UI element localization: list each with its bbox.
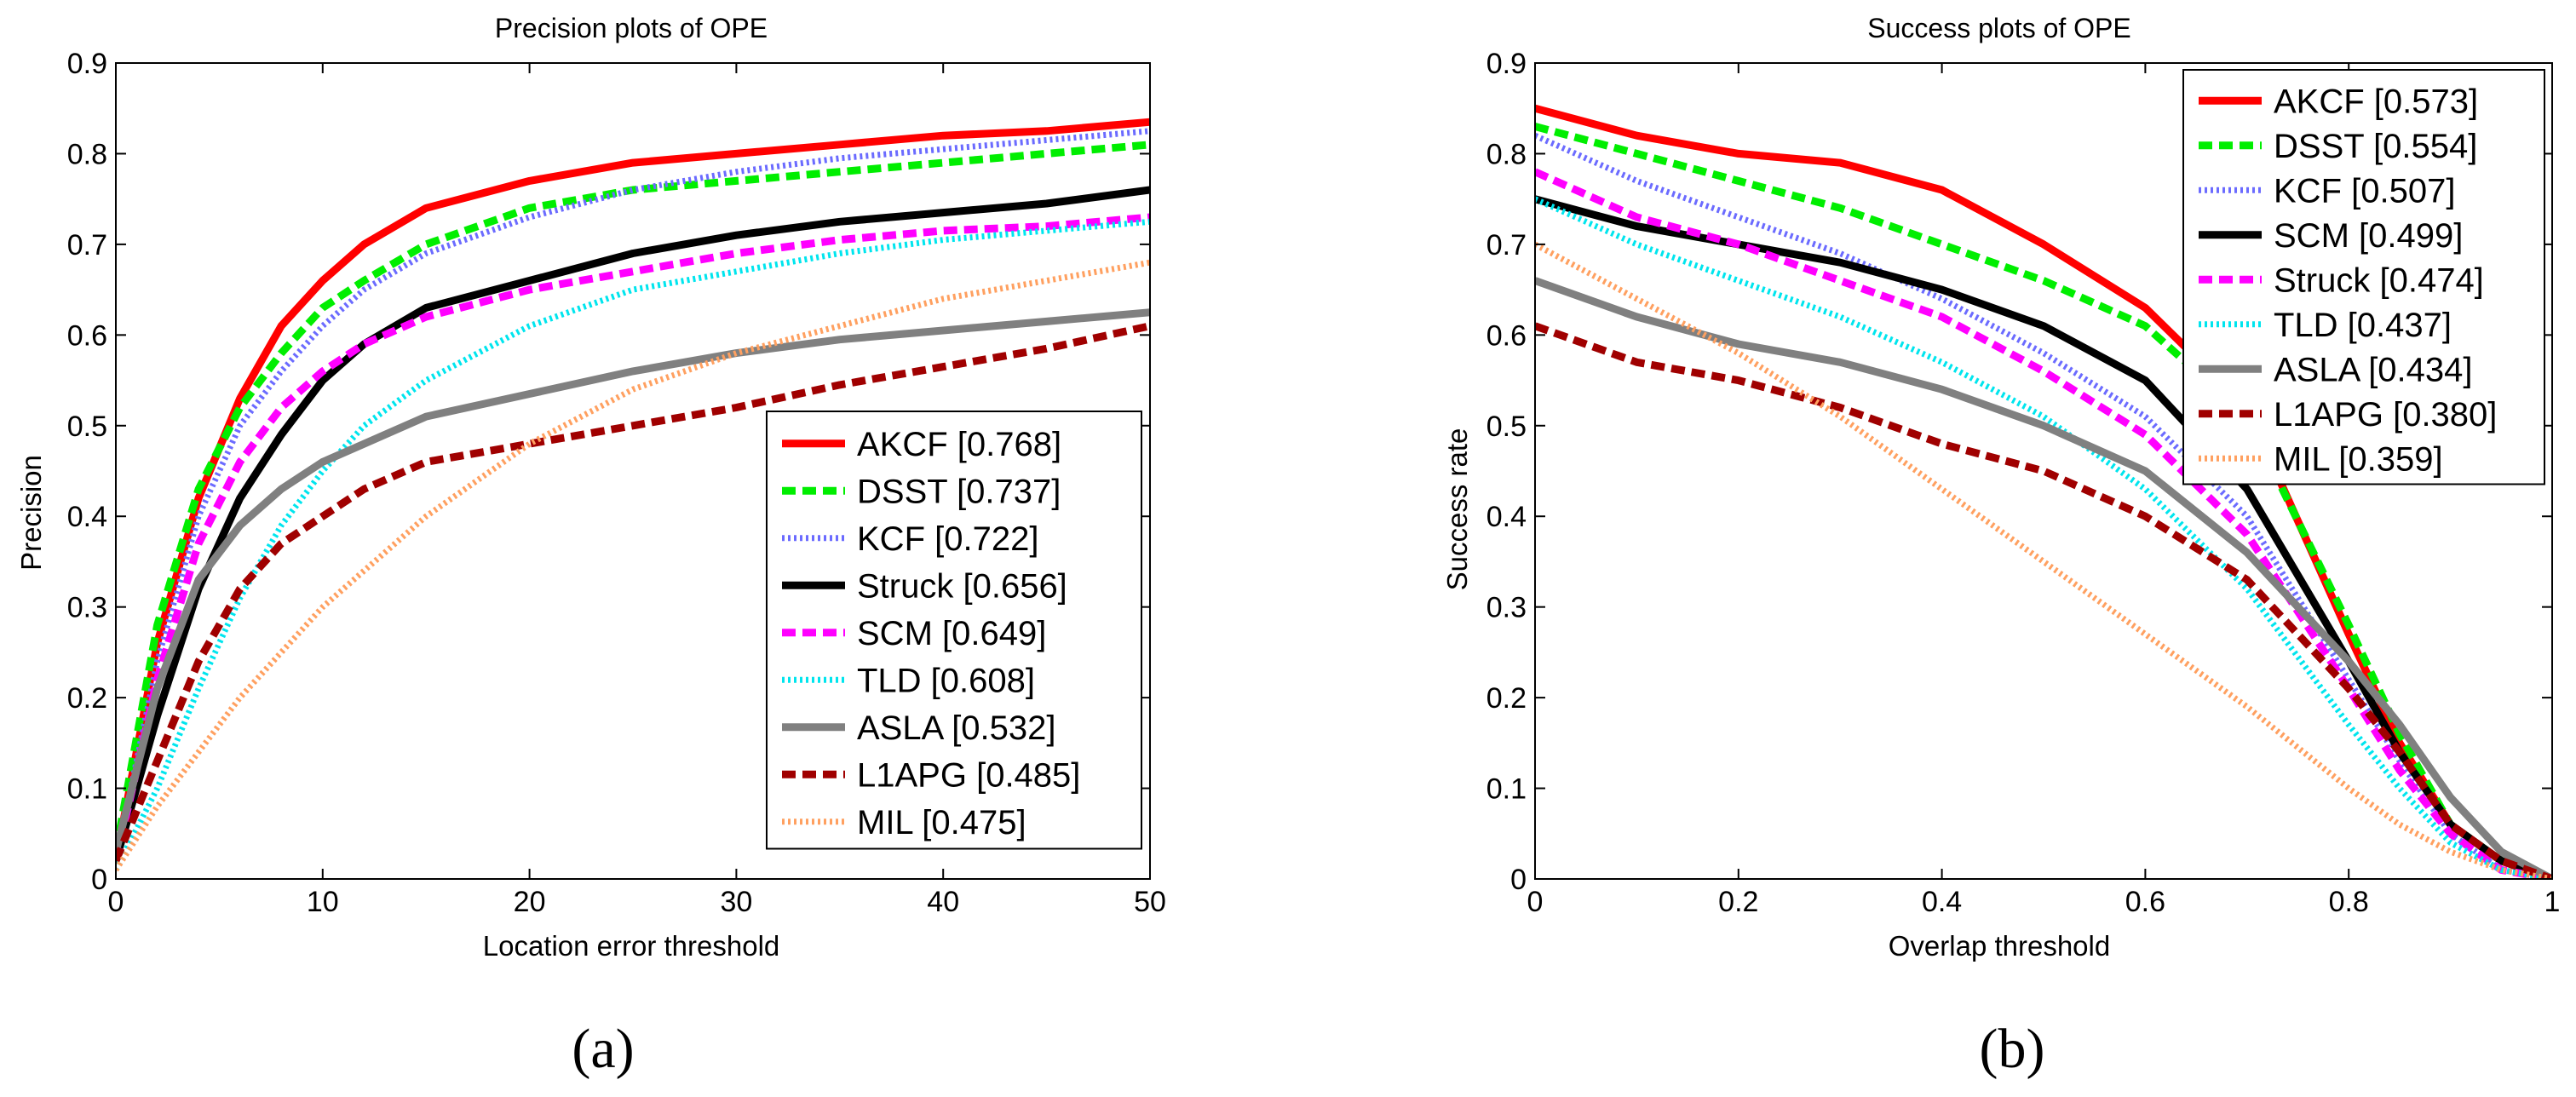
series-line [116,213,1150,862]
x-tick-label: 0.8 [2329,886,2369,918]
legend-label: TLD [0.608] [857,662,1035,699]
y-tick-label: 0.3 [67,592,107,624]
y-axis-label: Precision [15,455,47,571]
y-tick-label: 0.3 [1486,592,1527,624]
y-tick-label: 0.8 [1486,138,1527,170]
panel-label: (b) [1980,1018,2045,1080]
series-line [116,218,1150,871]
legend-label: TLD [0.437] [2274,307,2452,344]
legend-label: SCM [0.649] [857,615,1046,652]
legend-label: L1APG [0.380] [2274,396,2497,434]
axes-frame [1534,62,2553,880]
chart-title: Success plots of OPE [1867,13,2130,43]
y-tick-label: 0.9 [1486,48,1527,80]
x-tick-label: 0.4 [1922,886,1962,918]
y-tick-label: 0.1 [1486,773,1527,806]
x-tick-label: 10 [307,886,339,918]
y-tick-label: 0.9 [67,48,107,80]
y-tick-label: 0 [1510,864,1527,896]
y-tick-label: 0.6 [1486,319,1527,352]
legend-label: ASLA [0.434] [2274,351,2473,388]
legend-label: Struck [0.474] [2274,261,2484,299]
panel-label: (a) [572,1018,634,1080]
legend: AKCF [0.768] DSST [0.737] KCF [0.722] Struc… [766,411,1142,850]
y-tick-label: 0.8 [67,138,107,170]
axes-frame [115,62,1151,880]
series-line [1535,277,2552,879]
y-tick-label: 0.7 [67,229,107,261]
legend-label: ASLA [0.532] [857,709,1056,747]
series-group [1535,104,2552,879]
precision-chart-panel: Precision plots of OPE Location error th… [15,13,1166,1080]
x-tick-label: 20 [514,886,546,918]
legend-label: Struck [0.656] [857,567,1067,605]
success-chart-panel: Success plots of OPE Overlap threshold S… [1441,13,2560,1080]
x-axis-label: Location error threshold [483,930,780,962]
x-tick-label: 1 [2544,886,2561,918]
legend-label: DSST [0.554] [2274,128,2477,165]
legend-label: AKCF [0.768] [857,426,1061,463]
legend-label: KCF [0.722] [857,520,1038,558]
x-axis-label: Overlap threshold [1889,930,2110,962]
x-tick-label: 0.2 [1718,886,1758,918]
y-tick-label: 0.7 [1486,229,1527,261]
series-line [116,141,1150,853]
legend-label: DSST [0.737] [857,473,1061,510]
y-tick-label: 0.4 [1486,501,1527,533]
y-tick-label: 0.4 [67,501,107,533]
y-tick-label: 0.2 [67,682,107,715]
y-tick-label: 0.1 [67,773,107,806]
series-line [1535,322,2552,879]
legend-label: L1APG [0.485] [857,756,1080,794]
legend-label: MIL [0.475] [857,804,1026,841]
x-tick-label: 0 [108,886,124,918]
series-line [1535,168,2552,879]
y-tick-label: 0 [91,864,107,896]
legend-label: SCM [0.499] [2274,217,2463,255]
x-tick-label: 0 [1527,886,1544,918]
legend: AKCF [0.573] DSST [0.554] KCF [0.507] SCM [… [2182,69,2545,485]
y-tick-label: 0.6 [67,319,107,352]
series-line [116,259,1150,872]
legend-label: KCF [0.507] [2274,172,2455,210]
series-line [1535,196,2552,879]
y-tick-label: 0.2 [1486,682,1527,715]
x-tick-label: 40 [927,886,959,918]
x-tick-label: 30 [720,886,752,918]
y-tick-label: 0.5 [1486,411,1527,443]
x-tick-label: 0.6 [2125,886,2165,918]
y-tick-label: 0.5 [67,411,107,443]
series-line [116,308,1150,853]
series-group [116,118,1150,872]
series-line [116,128,1150,862]
y-axis-label: Success rate [1441,428,1473,591]
chart-title: Precision plots of OPE [495,13,768,43]
legend-label: MIL [0.359] [2274,440,2443,478]
legend-label: AKCF [0.573] [2274,83,2478,120]
x-tick-label: 50 [1134,886,1166,918]
